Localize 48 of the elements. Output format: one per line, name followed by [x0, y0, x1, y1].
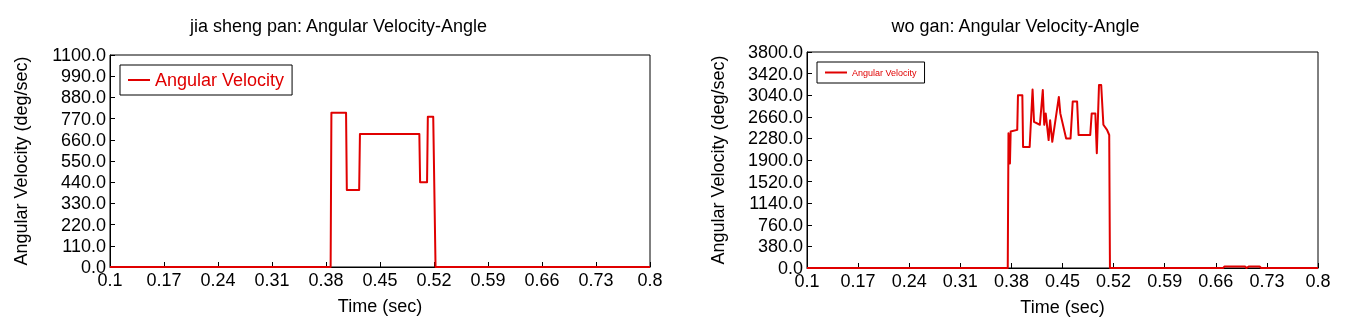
x-tick-label: 0.59: [470, 270, 506, 290]
y-tick-label: 3800.0: [747, 42, 803, 62]
y-tick-label: 660.0: [60, 129, 106, 150]
x-axis-title: Time (sec): [337, 296, 423, 316]
y-tick-label: 2280.0: [747, 128, 803, 149]
x-tick-label: 0.38: [993, 271, 1029, 291]
x-tick-label: 0.59: [1147, 271, 1183, 291]
legend-label: Angular Velocity: [155, 70, 285, 90]
x-tick-label: 0.45: [362, 270, 398, 290]
y-axis-title: Angular Velocity (deg/sec): [11, 56, 31, 266]
x-tick-label: 0.73: [1249, 271, 1285, 291]
y-tick-label: 380.0: [757, 236, 803, 257]
x-tick-label: 0.66: [1198, 271, 1234, 291]
y-tick-label: 1140.0: [749, 193, 803, 214]
x-tick-label: 0.8: [1305, 271, 1331, 291]
y-tick-label: 110.0: [62, 235, 106, 256]
y-axis-title: Angular Velocity (deg/sec): [708, 55, 728, 265]
x-tick-label: 0.17: [146, 270, 182, 290]
chart-title: wo gan: Angular Velocity-Angle: [890, 16, 1140, 36]
y-tick-label: 330.0: [60, 193, 106, 214]
y-tick-label: 760.0: [757, 214, 803, 235]
x-tick-label: 0.8: [637, 270, 663, 290]
legend-label: Angular Velocity: [852, 67, 918, 78]
y-tick-label: 440.0: [60, 172, 106, 193]
x-tick-label: 0.73: [578, 270, 614, 290]
x-tick-label: 0.24: [891, 271, 927, 291]
x-axis-title: Time (sec): [1020, 297, 1105, 317]
x-tick-label: 0.24: [200, 270, 236, 290]
x-tick-label: 0.45: [1044, 271, 1081, 291]
y-tick-label: 880.0: [60, 87, 106, 108]
y-tick-label: 1520.0: [747, 171, 803, 192]
chart-title: jia sheng pan: Angular Velocity-Angle: [188, 16, 488, 36]
y-tick-label: 1900.0: [747, 150, 803, 170]
y-tick-label: 990.0: [60, 66, 106, 87]
x-tick-label: 0.17: [840, 271, 876, 291]
y-tick-label: 2660.0: [747, 106, 803, 127]
y-tick-label: 770.0: [60, 108, 106, 129]
y-tick-label: 220.0: [60, 214, 106, 235]
x-tick-label: 0.31: [254, 270, 290, 290]
x-tick-label: 0.66: [524, 270, 560, 290]
y-tick-label: 550.0: [60, 151, 106, 171]
y-tick-label: 1100.0: [52, 45, 106, 65]
y-tick-label: 3040.0: [747, 85, 803, 106]
y-tick-label: 3420.0: [747, 63, 803, 84]
x-tick-label: 0.52: [416, 270, 452, 290]
x-tick-label: 0.31: [942, 271, 978, 291]
x-tick-label: 0.52: [1096, 271, 1132, 291]
x-tick-label: 0.38: [308, 270, 344, 290]
